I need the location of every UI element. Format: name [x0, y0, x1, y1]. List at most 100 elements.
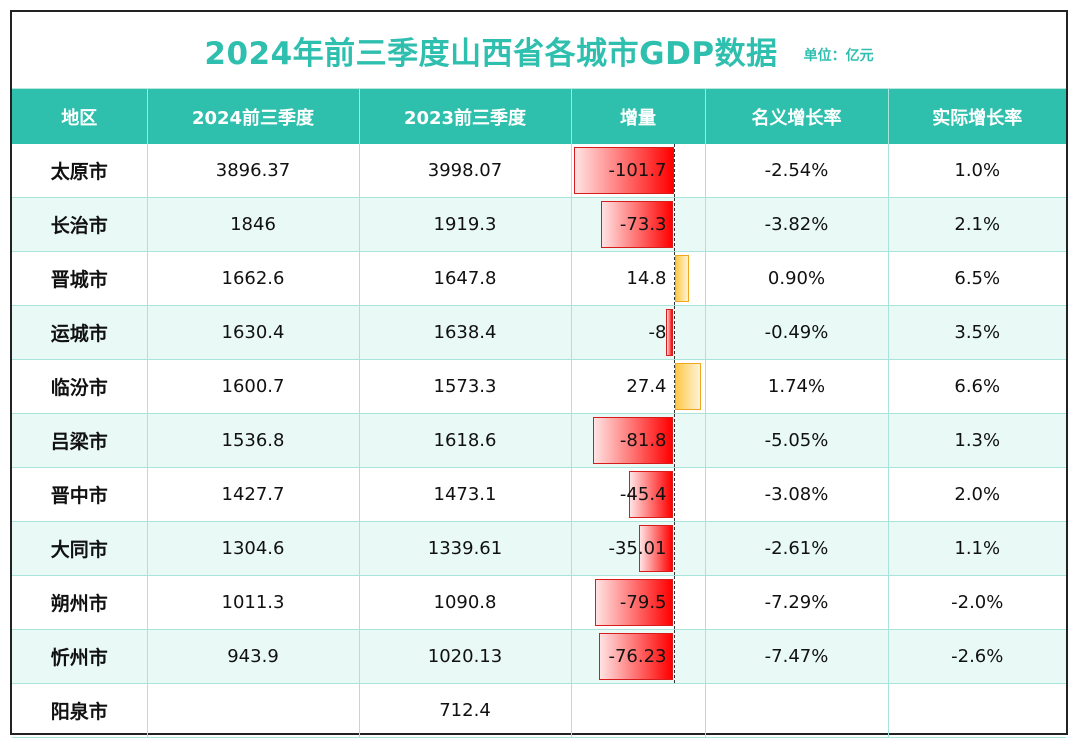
cell-city: 临汾市: [12, 359, 148, 414]
delta-bar-negative: [628, 471, 674, 518]
cell-nominal-growth: -3.08%: [705, 467, 889, 522]
table-row: 朔州市 1011.3 1090.8 -79.5 -7.29% -2.0%: [12, 575, 1066, 630]
table-row: 晋中市 1427.7 1473.1 -45.4 -3.08% 2.0%: [12, 467, 1066, 522]
cell-city: 运城市: [12, 305, 148, 360]
cell-2023: 1638.4: [359, 305, 572, 360]
delta-value: -79.5: [619, 592, 667, 613]
gdp-table: 地区 2024前三季度 2023前三季度 增量 名义增长率 实际增长率 太原市 3…: [12, 89, 1066, 738]
table-row: 吕梁市 1536.8 1618.6 -81.8 -5.05% 1.3%: [12, 413, 1066, 468]
delta-axis-line: [673, 630, 675, 683]
cell-delta: -76.23: [571, 629, 706, 684]
delta-value: 27.4: [626, 376, 667, 397]
delta-bar-negative: [595, 579, 674, 626]
cell-city: 朔州市: [12, 575, 148, 630]
cell-real-growth: 2.1%: [888, 197, 1066, 252]
cell-delta: -73.3: [571, 197, 706, 252]
cell-real-growth: 1.1%: [888, 521, 1066, 576]
header-nominal-growth: 名义增长率: [705, 89, 889, 144]
delta-axis-line: [673, 522, 675, 575]
cell-delta: [571, 683, 706, 738]
delta-bar-negative: [665, 309, 674, 356]
cell-real-growth: -2.6%: [888, 629, 1066, 684]
header-row: 地区 2024前三季度 2023前三季度 增量 名义增长率 实际增长率: [12, 89, 1066, 144]
cell-real-growth: 6.5%: [888, 251, 1066, 306]
cell-2024: 1600.7: [147, 359, 360, 414]
table-row: 晋城市 1662.6 1647.8 14.8 0.90% 6.5%: [12, 251, 1066, 306]
cell-delta: -8: [571, 305, 706, 360]
header-2023: 2023前三季度: [359, 89, 572, 144]
cell-delta: -101.7: [571, 144, 706, 198]
delta-bar-negative: [573, 147, 674, 194]
cell-city: 太原市: [12, 144, 148, 198]
delta-value: 14.8: [626, 268, 667, 289]
cell-2023: 1090.8: [359, 575, 572, 630]
delta-axis-line: [673, 468, 675, 521]
cell-real-growth: -2.0%: [888, 575, 1066, 630]
cell-real-growth: 2.0%: [888, 467, 1066, 522]
delta-axis-line: [673, 360, 675, 413]
cell-city: 晋中市: [12, 467, 148, 522]
delta-axis-line: [673, 414, 675, 467]
delta-bar-positive: [674, 363, 702, 410]
unit-label: 单位：亿元: [803, 48, 874, 64]
cell-nominal-growth: 0.90%: [705, 251, 889, 306]
delta-axis-line: [673, 198, 675, 251]
cell-nominal-growth: 1.74%: [705, 359, 889, 414]
table-row: 运城市 1630.4 1638.4 -8 -0.49% 3.5%: [12, 305, 1066, 360]
cell-2023: 1647.8: [359, 251, 572, 306]
delta-value: -35.01: [608, 538, 667, 559]
cell-nominal-growth: -3.82%: [705, 197, 889, 252]
cell-2024: 1662.6: [147, 251, 360, 306]
cell-city: 长治市: [12, 197, 148, 252]
cell-2024: 1846: [147, 197, 360, 252]
delta-value: -101.7: [608, 160, 667, 181]
cell-nominal-growth: -7.47%: [705, 629, 889, 684]
delta-bar-positive: [674, 255, 690, 302]
delta-bar-negative: [639, 525, 674, 572]
delta-axis-line: [673, 306, 675, 359]
cell-2023: 3998.07: [359, 144, 572, 198]
table-row: 阳泉市 712.4: [12, 683, 1066, 738]
cell-city: 大同市: [12, 521, 148, 576]
cell-real-growth: 1.0%: [888, 144, 1066, 198]
cell-2023: 1339.61: [359, 521, 572, 576]
cell-delta: -81.8: [571, 413, 706, 468]
cell-2023: 1919.3: [359, 197, 572, 252]
cell-2024: 1630.4: [147, 305, 360, 360]
cell-2024: 1536.8: [147, 413, 360, 468]
cell-2023: 1573.3: [359, 359, 572, 414]
delta-bar-negative: [601, 201, 674, 248]
gdp-table-frame: 2024年前三季度山西省各城市GDP数据 单位：亿元 地区 2024前三季度 2…: [10, 10, 1068, 738]
cell-city: 忻州市: [12, 629, 148, 684]
delta-bar-negative: [593, 417, 674, 464]
delta-bar-negative: [598, 633, 674, 680]
cell-delta: -79.5: [571, 575, 706, 630]
cell-delta: 27.4: [571, 359, 706, 414]
table-row: 大同市 1304.6 1339.61 -35.01 -2.61% 1.1%: [12, 521, 1066, 576]
table-row: 忻州市 943.9 1020.13 -76.23 -7.47% -2.6%: [12, 629, 1066, 684]
delta-value: -45.4: [619, 484, 667, 505]
cell-2024: 3896.37: [147, 144, 360, 198]
cell-nominal-growth: -2.54%: [705, 144, 889, 198]
cell-delta: 14.8: [571, 251, 706, 306]
title-row: 2024年前三季度山西省各城市GDP数据 单位：亿元: [12, 12, 1066, 89]
delta-value: -76.23: [608, 646, 667, 667]
cell-nominal-growth: -5.05%: [705, 413, 889, 468]
cell-city: 阳泉市: [12, 683, 148, 738]
cell-nominal-growth: [705, 683, 889, 738]
cell-real-growth: 1.3%: [888, 413, 1066, 468]
delta-axis-line: [673, 252, 675, 305]
cell-2023: 1618.6: [359, 413, 572, 468]
table-row: 临汾市 1600.7 1573.3 27.4 1.74% 6.6%: [12, 359, 1066, 414]
cell-2024: [147, 683, 360, 738]
cell-real-growth: 6.6%: [888, 359, 1066, 414]
page-title: 2024年前三季度山西省各城市GDP数据: [204, 35, 778, 72]
delta-axis-line: [673, 144, 675, 197]
cell-2023: 1020.13: [359, 629, 572, 684]
cell-nominal-growth: -7.29%: [705, 575, 889, 630]
cell-real-growth: 3.5%: [888, 305, 1066, 360]
cell-delta: -45.4: [571, 467, 706, 522]
delta-axis-line: [673, 576, 675, 629]
header-2024: 2024前三季度: [147, 89, 360, 144]
cell-city: 吕梁市: [12, 413, 148, 468]
